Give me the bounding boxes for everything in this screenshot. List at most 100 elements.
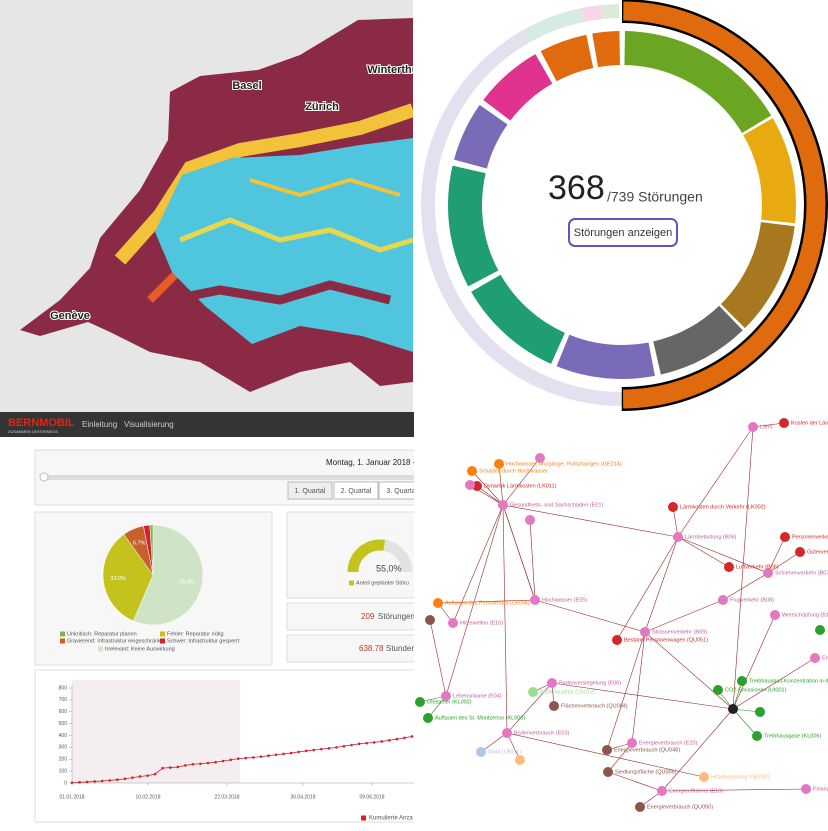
network-edge (644, 631, 734, 710)
legend-swatch (60, 638, 65, 644)
network-node[interactable] (763, 568, 773, 578)
network-node[interactable] (465, 480, 475, 490)
pie-label: 6.7% (133, 540, 146, 546)
line-point (410, 735, 414, 738)
quarter-label[interactable]: 1. Quartal (295, 488, 326, 495)
network-node[interactable] (498, 500, 508, 510)
line-point (153, 772, 157, 776)
node-label: Bodenversiegelung (E06) (559, 680, 621, 686)
legend-swatch (361, 815, 366, 821)
y-tick-label: 200 (59, 757, 68, 763)
line-point (282, 752, 285, 756)
network-node[interactable] (815, 625, 825, 635)
quarter-button[interactable] (287, 481, 333, 500)
network-edge (661, 788, 807, 792)
network-node[interactable] (494, 459, 504, 469)
network-node[interactable] (748, 422, 758, 432)
node-label: Lärmbelastung (B06) (685, 534, 737, 540)
network-node[interactable] (657, 786, 667, 796)
line-point (100, 779, 104, 783)
ring-total: /739 Störungen (607, 189, 703, 205)
quarter-button[interactable] (333, 481, 379, 500)
network-edge (752, 422, 785, 428)
network-node[interactable] (635, 802, 645, 812)
y-tick-label: 100 (59, 768, 68, 774)
show-button-label[interactable]: Störungen anzeigen (574, 227, 672, 239)
line-point (297, 750, 300, 754)
network-node[interactable] (549, 701, 559, 711)
network-node[interactable] (425, 615, 435, 625)
node-label: Energieverbrauch (QU048) (614, 747, 680, 753)
y-tick-label: 600 (59, 709, 68, 715)
network-edge (502, 504, 679, 538)
network-node[interactable] (668, 502, 678, 512)
network-node[interactable] (713, 685, 723, 695)
node-label: Lärmkosten durch Verkehr (LK002) (680, 504, 766, 510)
network-node[interactable] (448, 618, 458, 628)
network-node[interactable] (640, 627, 650, 637)
node-label: Gletscher (KL002) (427, 699, 472, 705)
network-node[interactable] (547, 678, 557, 688)
network-edge (445, 504, 504, 697)
network-node[interactable] (699, 772, 709, 782)
x-tick-label: 22.03.2018 (214, 794, 239, 800)
legend-label: Gravierend: Infrastruktur eingeschränkt (67, 638, 163, 644)
network-node[interactable] (795, 547, 805, 557)
outer-ring-segment (418, 1, 826, 409)
network-node[interactable] (525, 515, 535, 525)
network-edge (429, 619, 447, 697)
network-node[interactable] (602, 745, 612, 755)
network-node[interactable] (728, 704, 738, 714)
y-tick-label: 300 (59, 745, 68, 751)
gauge-legend: Anteil geplanter Störu (356, 580, 409, 586)
network-node[interactable] (627, 738, 637, 748)
network-node[interactable] (779, 418, 789, 428)
network-edge (677, 536, 769, 574)
network-node[interactable] (530, 595, 540, 605)
node-label: Bodenverbrauch (E03) (514, 730, 570, 736)
line-point (365, 741, 368, 745)
quarter-label[interactable]: 2. Quartal (341, 488, 372, 495)
map-label: Genève (50, 310, 90, 322)
network-node[interactable] (673, 532, 683, 542)
network-node[interactable] (476, 747, 486, 757)
network-node[interactable] (535, 453, 545, 463)
network-edge (616, 536, 679, 641)
line-point (214, 760, 217, 764)
network-node[interactable] (780, 532, 790, 542)
network-node[interactable] (801, 784, 811, 794)
network-node[interactable] (612, 635, 622, 645)
line-point (161, 766, 164, 770)
network-node[interactable] (433, 598, 443, 608)
nav-link[interactable]: Visualisierung (124, 420, 174, 429)
network-node[interactable] (737, 676, 747, 686)
network-node[interactable] (810, 653, 820, 663)
network-node[interactable] (752, 731, 762, 741)
network-node[interactable] (755, 707, 765, 717)
network-node[interactable] (515, 755, 525, 765)
nav-link[interactable]: Einleitung (82, 420, 117, 429)
line-point (388, 738, 391, 742)
line-point (320, 747, 323, 751)
network-node[interactable] (415, 697, 425, 707)
quarter-button[interactable] (378, 481, 423, 500)
network-edge (644, 536, 679, 633)
network-node[interactable] (770, 610, 780, 620)
network-node[interactable] (502, 728, 512, 738)
network-node[interactable] (603, 767, 613, 777)
network-node[interactable] (724, 562, 734, 572)
node-label: Hochwasser, Murgänge, Rutschungen (GE014… (506, 461, 622, 467)
network-edge (767, 536, 786, 574)
network-node[interactable] (528, 687, 538, 697)
network-edge (732, 708, 758, 737)
quarter-label[interactable]: 3. Quarta (386, 488, 415, 495)
pie-label: 33.0% (110, 576, 126, 582)
network-node[interactable] (718, 595, 728, 605)
y-tick-label: 800 (59, 685, 68, 691)
slider-handle[interactable] (39, 472, 49, 482)
network-node[interactable] (423, 713, 433, 723)
network-node[interactable] (467, 466, 477, 476)
tagline: ZUSAMMEN UNTERWEGS (8, 429, 58, 434)
show-button[interactable] (568, 218, 678, 247)
network-node[interactable] (441, 691, 451, 701)
